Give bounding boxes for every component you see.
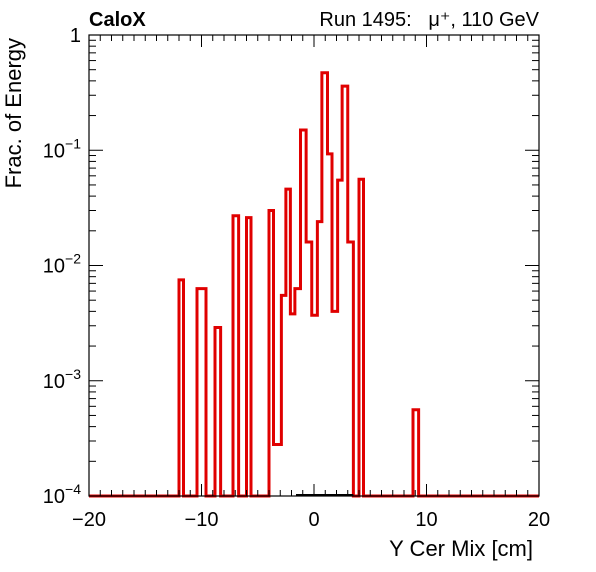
x-tick-label: −10 <box>185 509 219 531</box>
x-tick-label: −20 <box>72 509 106 531</box>
run-info-label: Run 1495: μ⁺, 110 GeV <box>319 9 539 31</box>
y-tick-label: 10−3 <box>43 366 81 393</box>
x-tick-label: 20 <box>528 509 550 531</box>
y-tick-label: 10−2 <box>43 251 81 278</box>
x-tick-label: 0 <box>308 509 319 531</box>
brand-label: CaloX <box>89 9 146 31</box>
y-tick-label: 10−4 <box>43 481 81 508</box>
histogram-line <box>89 71 539 498</box>
histogram-series <box>89 71 539 498</box>
y-tick-label: 10−1 <box>43 135 81 162</box>
x-tick-label: 10 <box>415 509 437 531</box>
y-axis-title: Frac. of Energy <box>1 38 26 188</box>
y-tick-label: 1 <box>70 25 81 47</box>
x-axis-title: Y Cer Mix [cm] <box>389 536 533 561</box>
axis-ticks: −20 −10 0 10 20 1 10−1 10−2 10−3 10−4 <box>43 25 550 531</box>
